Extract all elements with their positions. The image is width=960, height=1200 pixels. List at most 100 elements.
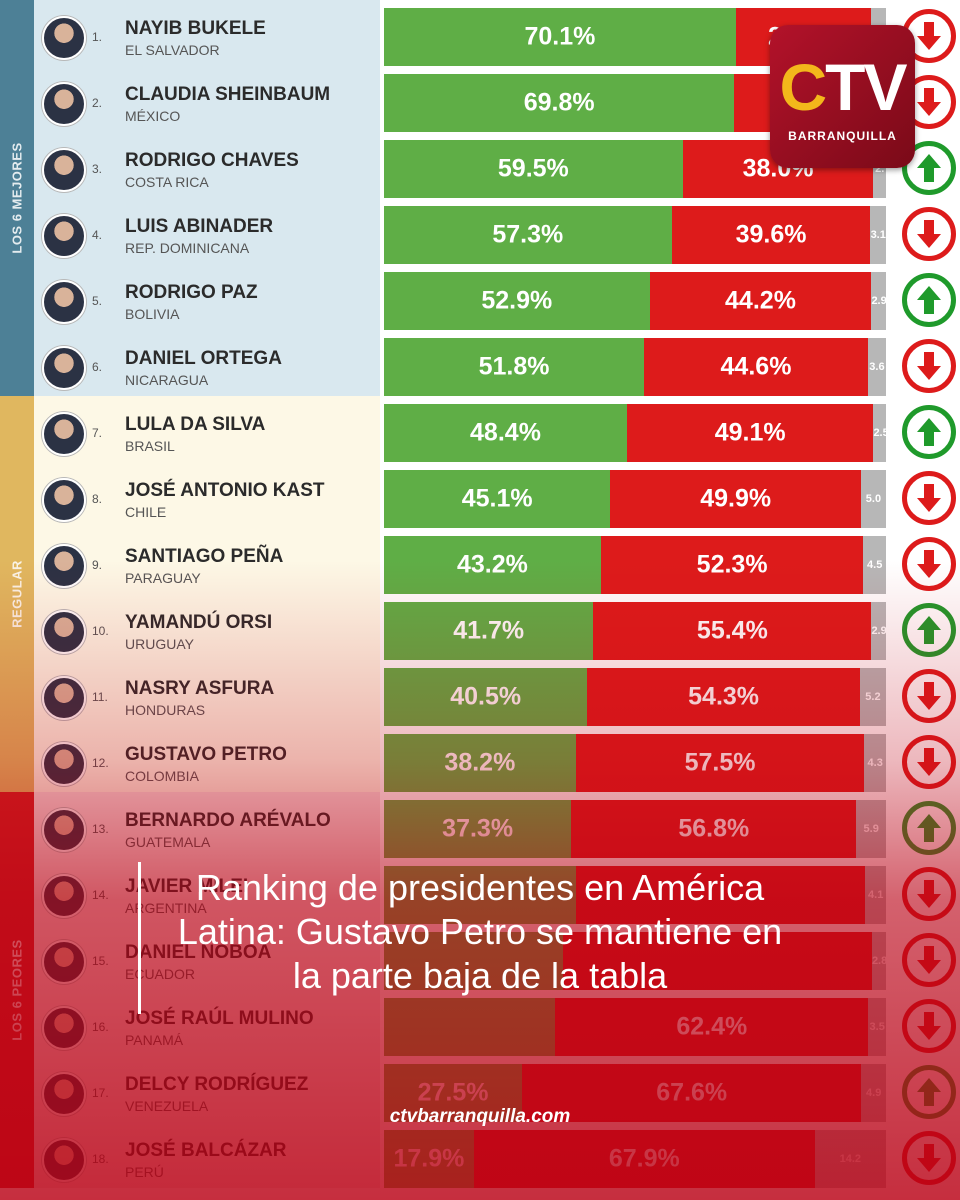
other-bar-label: 2.8	[871, 955, 886, 967]
trend-up-arrow-icon	[902, 801, 956, 855]
trend-down-arrow-icon	[902, 669, 956, 723]
country-name: PERÚ	[125, 1164, 164, 1180]
president-avatar	[42, 346, 86, 390]
president-avatar	[42, 280, 86, 324]
president-name: JOSÉ BALCÁZAR	[125, 1140, 287, 1161]
other-bar: 4.1	[865, 866, 886, 924]
ranking-row: 10. YAMANDÚ ORSI URUGUAY 41.7% 55.4% 2.9	[0, 598, 960, 664]
disapproval-bar-label: 49.9%	[700, 484, 772, 513]
other-bar-label: 3.1	[870, 229, 886, 241]
other-bar-label: 4.9	[866, 1087, 882, 1099]
approval-bar: 40.5%	[384, 668, 588, 726]
president-avatar	[42, 412, 86, 456]
president-avatar	[42, 478, 86, 522]
disapproval-bar-label: 49.1%	[714, 418, 786, 447]
disapproval-bar-label: 44.6%	[720, 352, 792, 381]
president-name: BERNARDO ARÉVALO	[125, 810, 331, 831]
president-avatar	[42, 808, 86, 852]
approval-bar: 69.8%	[384, 74, 735, 132]
rank-number: 12.	[92, 756, 109, 770]
disapproval-bar: 44.2%	[649, 272, 872, 330]
president-name: YAMANDÚ ORSI	[125, 612, 273, 633]
approval-bar-label: 57.3%	[492, 220, 564, 249]
other-bar: 5.2	[859, 668, 886, 726]
ranking-row: 5. RODRIGO PAZ BOLIVIA 52.9% 44.2% 2.9	[0, 268, 960, 334]
trend-down-arrow-icon	[902, 1131, 956, 1185]
trend-up-arrow-icon	[902, 405, 956, 459]
disapproval-bar: 54.3%	[587, 668, 860, 726]
country-name: COSTA RICA	[125, 174, 209, 190]
other-bar: 2.9	[871, 602, 886, 660]
approval-bar-label: 37.3%	[442, 814, 514, 843]
approval-bar-label: 17.9%	[393, 1144, 465, 1173]
rank-number: 7.	[92, 426, 103, 440]
approval-bar-label: 43.2%	[456, 550, 528, 579]
approval-bar-label: 40.5%	[450, 682, 522, 711]
other-bar: 2.9	[871, 272, 886, 330]
approval-bar: 70.1%	[384, 8, 736, 66]
disapproval-bar: 55.4%	[593, 602, 872, 660]
disapproval-bar-label: 54.3%	[688, 682, 760, 711]
other-bar-label: 2.9	[871, 625, 886, 637]
disapproval-bar: 44.6%	[644, 338, 868, 396]
approval-bar: 51.8%	[384, 338, 645, 396]
other-bar-label: 4.3	[867, 757, 883, 769]
president-name: GUSTAVO PETRO	[125, 744, 287, 765]
ranking-row: 8. JOSÉ ANTONIO KAST CHILE 45.1% 49.9% 5.0	[0, 466, 960, 532]
approval-bar: 52.9%	[384, 272, 650, 330]
president-name: NAYIB BUKELE	[125, 18, 266, 39]
president-avatar	[42, 874, 86, 918]
disapproval-bar-label: 39.6%	[735, 220, 807, 249]
disapproval-bar-label: 52.3%	[696, 550, 768, 579]
president-avatar	[42, 82, 86, 126]
president-name: CLAUDIA SHEINBAUM	[125, 84, 331, 105]
headline: Ranking de presidentes en América Latina…	[177, 867, 783, 996]
trend-down-arrow-icon	[902, 339, 956, 393]
president-avatar	[42, 940, 86, 984]
other-bar-label: 3.5	[869, 1021, 885, 1033]
ranking-row: 13. BERNARDO ARÉVALO GUATEMALA 37.3% 56.8% 5.…	[0, 796, 960, 862]
president-name: LUIS ABINADER	[125, 216, 274, 237]
other-bar-label: 4.5	[867, 559, 883, 571]
other-bar-label: 5.0	[865, 493, 882, 505]
ranking-row: 7. LULA DA SILVA BRASIL 48.4% 49.1% 2.5	[0, 400, 960, 466]
ctv-logo: CTV BARRANQUILLA	[770, 25, 915, 168]
ranking-row: 16. JOSÉ RAÚL MULINO PANAMÁ 62.4% 3.5	[0, 994, 960, 1060]
president-avatar	[42, 148, 86, 192]
other-bar-label: 2.5	[873, 427, 886, 439]
disapproval-bar-label: 44.2%	[725, 286, 796, 315]
ranking-row: 11. NASRY ASFURA HONDURAS 40.5% 54.3% 5.2	[0, 664, 960, 730]
approval-bar	[384, 998, 556, 1056]
rank-number: 6.	[92, 360, 103, 374]
president-name: NASRY ASFURA	[125, 678, 275, 699]
other-bar-label: 5.9	[863, 823, 879, 835]
president-name: JOSÉ ANTONIO KAST	[125, 480, 325, 501]
disapproval-bar-label: 57.5%	[684, 748, 756, 777]
approval-bar-label: 27.5%	[417, 1078, 489, 1107]
rank-number: 2.	[92, 96, 103, 110]
disapproval-bar: 49.9%	[610, 470, 861, 528]
president-avatar	[42, 676, 86, 720]
president-avatar	[42, 544, 86, 588]
country-name: GUATEMALA	[125, 834, 211, 850]
president-name: DELCY RODRÍGUEZ	[125, 1074, 309, 1095]
ranking-row: 4. LUIS ABINADER REP. DOMINICANA 57.3% 39.6%…	[0, 202, 960, 268]
country-name: HONDURAS	[125, 702, 206, 718]
rank-number: 10.	[92, 624, 109, 638]
other-bar: 5.0	[860, 470, 886, 528]
website-link[interactable]: ctvbarranquilla.com	[389, 1106, 571, 1127]
disapproval-bar-label: 67.6%	[656, 1078, 728, 1107]
trend-down-arrow-icon	[902, 933, 956, 987]
approval-bar: 45.1%	[384, 470, 611, 528]
disapproval-bar: 67.9%	[473, 1130, 815, 1188]
rank-number: 18.	[92, 1152, 109, 1166]
disapproval-bar: 62.4%	[555, 998, 869, 1056]
country-name: URUGUAY	[125, 636, 194, 652]
country-name: PANAMÁ	[125, 1032, 184, 1048]
disapproval-bar-label: 67.9%	[608, 1144, 680, 1173]
logo-text: CTV	[770, 49, 915, 125]
rank-number: 11.	[92, 690, 108, 704]
president-avatar	[42, 1138, 86, 1182]
approval-bar: 43.2%	[384, 536, 601, 594]
